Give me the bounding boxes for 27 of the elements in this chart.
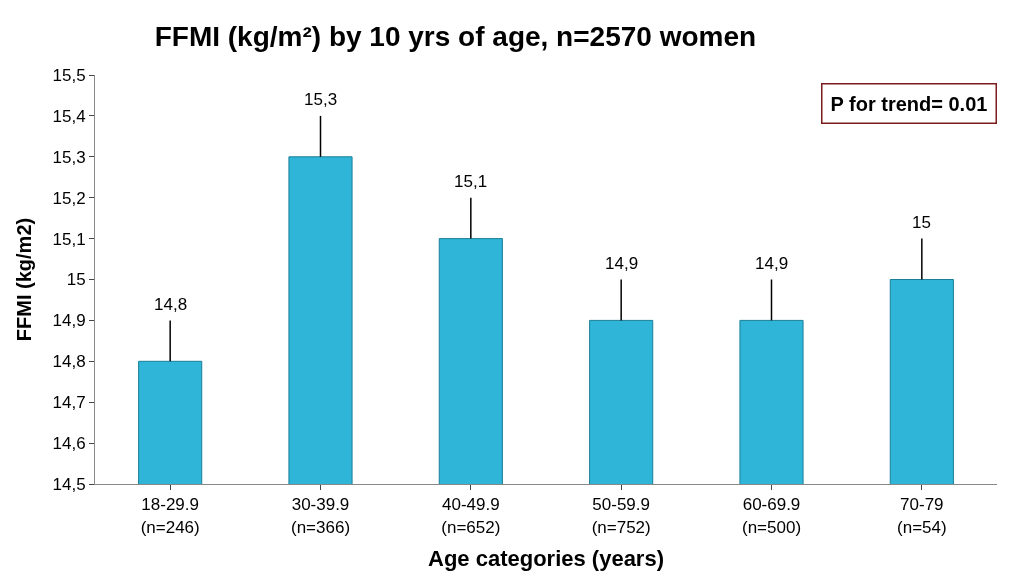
y-axis-title: FFMI (kg/m2) bbox=[13, 217, 36, 342]
data-label: 15,1 bbox=[454, 172, 488, 191]
y-tick-label: 15,3 bbox=[52, 147, 86, 167]
x-tick-label: 70-79 (n=54) bbox=[897, 495, 947, 537]
x-tick-label: 30-39.9 (n=366) bbox=[290, 495, 351, 537]
chart-title: FFMI (kg/m²) by 10 yrs of age, n=2570 women bbox=[154, 20, 757, 52]
data-label: 14,9 bbox=[605, 254, 639, 273]
y-tick-label: 14,9 bbox=[52, 311, 86, 331]
y-tick-label: 15,1 bbox=[52, 229, 86, 249]
y-tick-label: 15,2 bbox=[52, 188, 86, 208]
data-label: 15 bbox=[912, 213, 931, 232]
x-tick-label: 40-49.9 (n=652) bbox=[441, 495, 501, 537]
y-tick-label: 15 bbox=[66, 270, 86, 290]
data-label: 14,8 bbox=[154, 295, 188, 314]
y-tick-label: 14,8 bbox=[52, 352, 86, 372]
data-label: 14,9 bbox=[755, 254, 789, 273]
y-tick-label: 14,7 bbox=[52, 393, 86, 413]
y-tick-label: 14,5 bbox=[52, 474, 86, 494]
y-tick-label: 15,5 bbox=[52, 65, 86, 85]
data-label: 15,3 bbox=[304, 90, 338, 109]
x-tick-label: 50-59.9 (n=752) bbox=[591, 495, 651, 537]
annotation: P for trend= 0.01 bbox=[830, 92, 988, 115]
x-tick-label: 60-69.9 (n=500) bbox=[741, 495, 802, 537]
y-tick-label: 14,6 bbox=[52, 434, 86, 454]
y-tick-label: 15,4 bbox=[52, 106, 86, 126]
x-tick-label: 18-29.9 (n=246) bbox=[140, 495, 200, 537]
x-axis-title: Age categories (years) bbox=[428, 546, 664, 572]
